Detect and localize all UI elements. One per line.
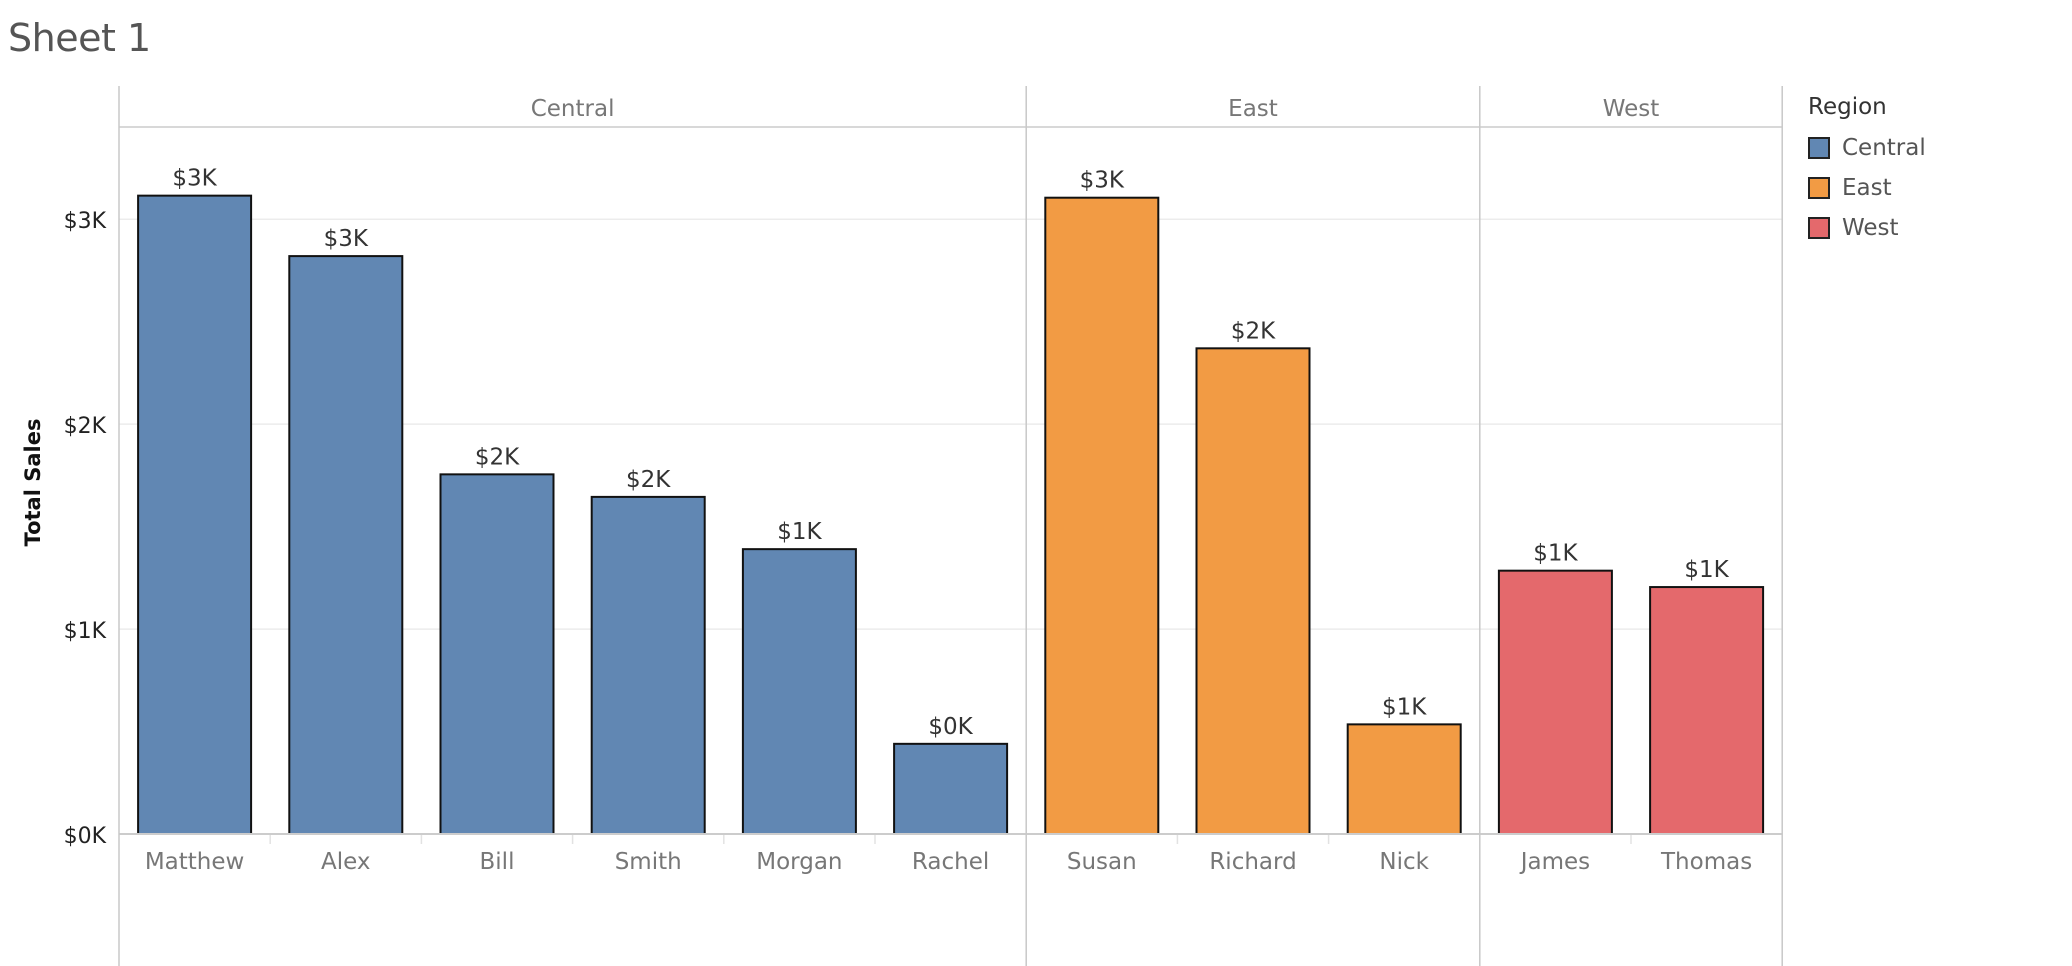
x-tick-label-bill: Bill	[480, 849, 515, 875]
x-tick-label-nick: Nick	[1379, 849, 1429, 875]
legend: Region Central East West	[1808, 94, 1926, 248]
data-label-rachel: $0K	[928, 714, 973, 740]
y-tick-label-3: $3K	[64, 209, 107, 234]
data-label-nick: $1K	[1382, 694, 1427, 720]
legend-swatch-west	[1808, 217, 1830, 239]
data-label-thomas: $1K	[1684, 557, 1729, 583]
panel-header-central: Central	[531, 96, 615, 122]
bar-alex	[288, 255, 404, 835]
data-label-smith: $2K	[626, 467, 671, 493]
x-tick-label-morgan: Morgan	[756, 849, 842, 875]
legend-label-east: East	[1842, 175, 1892, 201]
x-tick-label-james: James	[1519, 849, 1590, 875]
bar-morgan	[741, 548, 857, 835]
data-label-susan: $3K	[1080, 168, 1125, 194]
bar-smith	[590, 495, 706, 835]
panel-header-east: East	[1228, 96, 1278, 122]
x-tick-label-alex: Alex	[321, 849, 370, 875]
y-tick-label-2: $2K	[64, 414, 107, 439]
x-tick-label-rachel: Rachel	[912, 849, 989, 875]
x-tick-label-susan: Susan	[1067, 849, 1137, 875]
x-tick-label-thomas: Thomas	[1660, 849, 1752, 875]
y-tick-label-1: $1K	[64, 619, 107, 644]
data-label-james: $1K	[1533, 541, 1578, 567]
bar-richard	[1195, 347, 1311, 835]
data-label-matthew: $3K	[172, 166, 217, 192]
data-label-alex: $3K	[324, 226, 369, 252]
y-axis-title: Total Sales	[21, 419, 45, 547]
bar-matthew	[137, 194, 253, 836]
y-tick-label-0: $0K	[64, 824, 107, 849]
bar-rachel	[893, 742, 1009, 836]
data-label-morgan: $1K	[777, 519, 822, 545]
bar-nick	[1346, 723, 1462, 835]
panel-header-west: West	[1603, 96, 1660, 122]
bar-susan	[1044, 196, 1160, 835]
legend-label-west: West	[1842, 215, 1899, 241]
data-label-richard: $2K	[1231, 318, 1276, 344]
legend-label-central: Central	[1842, 135, 1926, 161]
x-tick-label-matthew: Matthew	[145, 849, 245, 875]
legend-title: Region	[1808, 94, 1887, 120]
bar-thomas	[1649, 586, 1765, 835]
legend-item-east[interactable]: East	[1808, 168, 1926, 208]
bar-james	[1497, 569, 1613, 835]
legend-item-central[interactable]: Central	[1808, 128, 1926, 168]
sheet-title: Sheet 1	[8, 16, 151, 60]
data-label-bill: $2K	[475, 444, 520, 470]
x-tick-label-richard: Richard	[1209, 849, 1296, 875]
x-tick-label-smith: Smith	[615, 849, 682, 875]
legend-swatch-central	[1808, 137, 1830, 159]
bar-bill	[439, 473, 555, 835]
legend-item-west[interactable]: West	[1808, 208, 1926, 248]
legend-swatch-east	[1808, 177, 1830, 199]
bar-chart: $0K $1K $2K $3K Total Sales Central $3K Matthew…	[21, 86, 1783, 966]
